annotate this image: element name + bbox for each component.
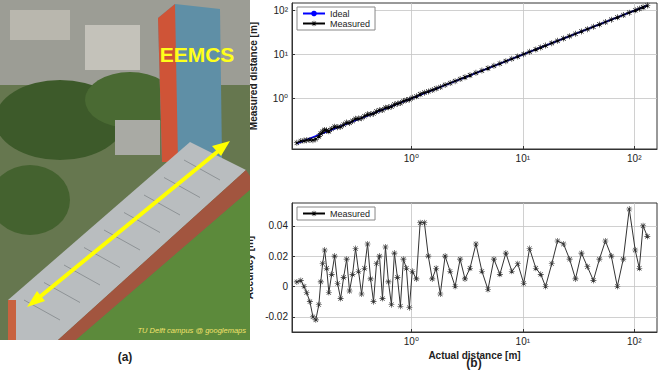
svg-text:10²: 10² bbox=[627, 336, 642, 347]
svg-text:(a): (a) bbox=[118, 350, 133, 364]
svg-text:10¹: 10¹ bbox=[516, 336, 531, 347]
svg-text:-0.02: -0.02 bbox=[265, 311, 288, 322]
svg-text:Actual distance [m]: Actual distance [m] bbox=[428, 350, 520, 361]
svg-text:(b): (b) bbox=[466, 356, 482, 370]
svg-text:10²: 10² bbox=[274, 5, 289, 16]
svg-text:0.04: 0.04 bbox=[269, 220, 289, 231]
svg-text:TU Delft campus @ googlemaps: TU Delft campus @ googlemaps bbox=[138, 326, 247, 335]
svg-text:10⁰: 10⁰ bbox=[404, 153, 419, 164]
svg-text:Ideal: Ideal bbox=[330, 9, 350, 19]
svg-text:10⁰: 10⁰ bbox=[273, 93, 288, 104]
svg-text:10²: 10² bbox=[627, 153, 642, 164]
svg-text:10¹: 10¹ bbox=[274, 49, 289, 60]
svg-text:Measured: Measured bbox=[330, 19, 370, 29]
svg-text:Measured: Measured bbox=[330, 209, 370, 219]
svg-text:0.02: 0.02 bbox=[269, 251, 289, 262]
svg-text:10¹: 10¹ bbox=[516, 153, 531, 164]
svg-text:Measured distance [m]: Measured distance [m] bbox=[247, 21, 259, 131]
svg-text:EEMCS: EEMCS bbox=[160, 43, 235, 66]
svg-text:0: 0 bbox=[282, 281, 288, 292]
svg-text:10⁰: 10⁰ bbox=[404, 336, 419, 347]
